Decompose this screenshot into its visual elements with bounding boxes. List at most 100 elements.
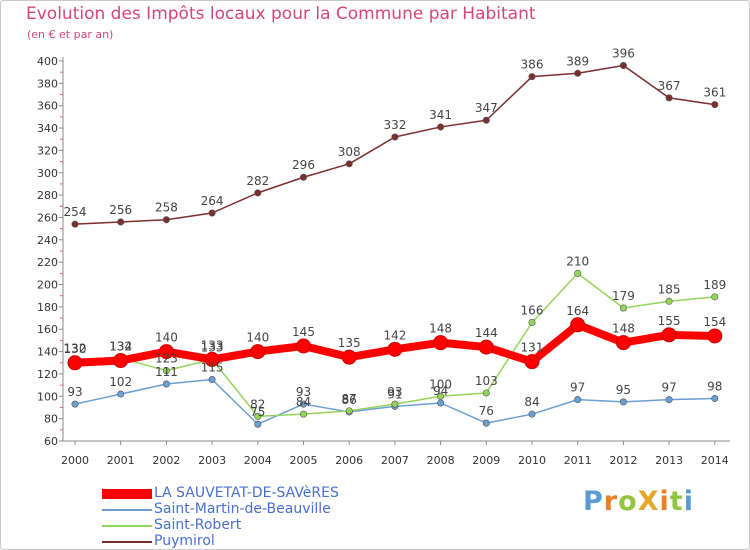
data-label: 135 bbox=[338, 336, 361, 350]
data-point bbox=[250, 344, 266, 360]
data-label: 84 bbox=[296, 395, 311, 409]
data-label: 361 bbox=[703, 86, 726, 100]
data-label: 155 bbox=[658, 314, 681, 328]
x-tick-label: 2007 bbox=[381, 454, 409, 467]
logo-letter: P bbox=[583, 486, 604, 517]
y-tick-label: 140 bbox=[37, 346, 58, 359]
data-point bbox=[482, 389, 490, 397]
data-label: 166 bbox=[521, 304, 544, 318]
y-tick-label: 260 bbox=[37, 211, 58, 224]
data-label: 341 bbox=[429, 108, 452, 122]
data-label: 256 bbox=[109, 203, 132, 217]
data-label: 148 bbox=[612, 322, 635, 336]
data-point bbox=[528, 73, 536, 81]
data-label: 142 bbox=[383, 328, 406, 342]
data-point bbox=[665, 396, 673, 404]
x-tick-label: 2011 bbox=[564, 454, 592, 467]
x-tick-label: 2010 bbox=[518, 454, 546, 467]
data-point bbox=[387, 341, 403, 357]
data-label: 386 bbox=[521, 58, 544, 72]
data-label: 93 bbox=[67, 385, 82, 399]
x-tick-label: 2001 bbox=[107, 454, 135, 467]
legend-label: Saint-Martin-de-Beauville bbox=[154, 501, 331, 517]
data-point bbox=[437, 123, 445, 131]
data-point bbox=[665, 297, 673, 305]
data-label: 94 bbox=[433, 384, 448, 398]
data-label: 148 bbox=[429, 322, 452, 336]
data-point bbox=[299, 173, 307, 181]
data-point bbox=[574, 269, 582, 277]
data-label: 396 bbox=[612, 46, 635, 60]
y-tick-label: 200 bbox=[37, 279, 58, 292]
data-label: 133 bbox=[201, 338, 224, 352]
data-point bbox=[67, 355, 83, 371]
data-point bbox=[71, 220, 79, 228]
data-label: 210 bbox=[566, 254, 589, 268]
data-point bbox=[437, 399, 445, 407]
data-label: 93 bbox=[296, 385, 311, 399]
data-point bbox=[204, 351, 220, 367]
y-tick-label: 360 bbox=[37, 100, 58, 113]
data-point bbox=[528, 410, 536, 418]
data-label: 123 bbox=[155, 352, 178, 366]
y-tick-label: 160 bbox=[37, 323, 58, 336]
x-tick-label: 2006 bbox=[335, 454, 363, 467]
data-label: 264 bbox=[201, 194, 224, 208]
chart-title: Evolution des Impôts locaux pour la Comm… bbox=[26, 4, 536, 24]
data-point bbox=[113, 353, 129, 369]
data-label: 86 bbox=[342, 393, 357, 407]
data-point bbox=[117, 218, 125, 226]
data-point bbox=[162, 380, 170, 388]
data-label: 75 bbox=[250, 405, 265, 419]
data-label: 189 bbox=[703, 278, 726, 292]
data-point bbox=[437, 392, 445, 400]
data-label: 97 bbox=[570, 381, 585, 395]
data-label: 133 bbox=[201, 340, 224, 354]
data-label: 296 bbox=[292, 158, 315, 172]
data-label: 308 bbox=[338, 145, 361, 159]
data-label: 91 bbox=[387, 387, 402, 401]
data-label: 164 bbox=[566, 304, 589, 318]
data-label: 132 bbox=[64, 342, 87, 356]
data-label: 130 bbox=[64, 342, 87, 356]
x-tick-label: 2012 bbox=[609, 454, 637, 467]
data-point bbox=[482, 419, 490, 427]
logo-letter: i bbox=[683, 486, 694, 517]
logo-letter: r bbox=[603, 486, 619, 517]
data-label: 185 bbox=[658, 282, 681, 296]
data-point bbox=[615, 335, 631, 351]
x-tick-label: 2003 bbox=[198, 454, 226, 467]
data-point bbox=[619, 398, 627, 406]
x-tick-label: 2002 bbox=[152, 454, 180, 467]
y-tick-label: 380 bbox=[37, 77, 58, 90]
data-label: 132 bbox=[109, 340, 132, 354]
data-label: 140 bbox=[246, 331, 269, 345]
data-label: 282 bbox=[246, 174, 269, 188]
data-label: 134 bbox=[109, 339, 132, 353]
x-tick-label: 2000 bbox=[61, 454, 89, 467]
data-label: 82 bbox=[250, 397, 265, 411]
x-tick-label: 2004 bbox=[244, 454, 272, 467]
chart-axes: 60 80 100 120 140 160 180 200 220 240 260 280 300 320… bbox=[37, 55, 730, 467]
x-tick-label: 2014 bbox=[701, 454, 729, 467]
data-point bbox=[296, 338, 311, 354]
data-label: 100 bbox=[429, 377, 452, 391]
chart-series bbox=[67, 61, 723, 428]
data-point bbox=[619, 61, 627, 69]
data-point bbox=[345, 407, 353, 415]
data-point bbox=[665, 94, 673, 102]
data-point bbox=[570, 317, 586, 333]
data-label: 179 bbox=[612, 289, 635, 303]
y-tick-label: 280 bbox=[37, 189, 58, 202]
data-point bbox=[71, 400, 79, 408]
y-tick-label: 60 bbox=[44, 435, 58, 448]
data-point bbox=[478, 339, 494, 355]
logo-letter: t bbox=[669, 486, 684, 517]
data-label: 254 bbox=[64, 205, 87, 219]
legend-label: Puymirol bbox=[154, 533, 215, 549]
logo-letter: i bbox=[659, 486, 670, 517]
data-point bbox=[345, 160, 353, 168]
